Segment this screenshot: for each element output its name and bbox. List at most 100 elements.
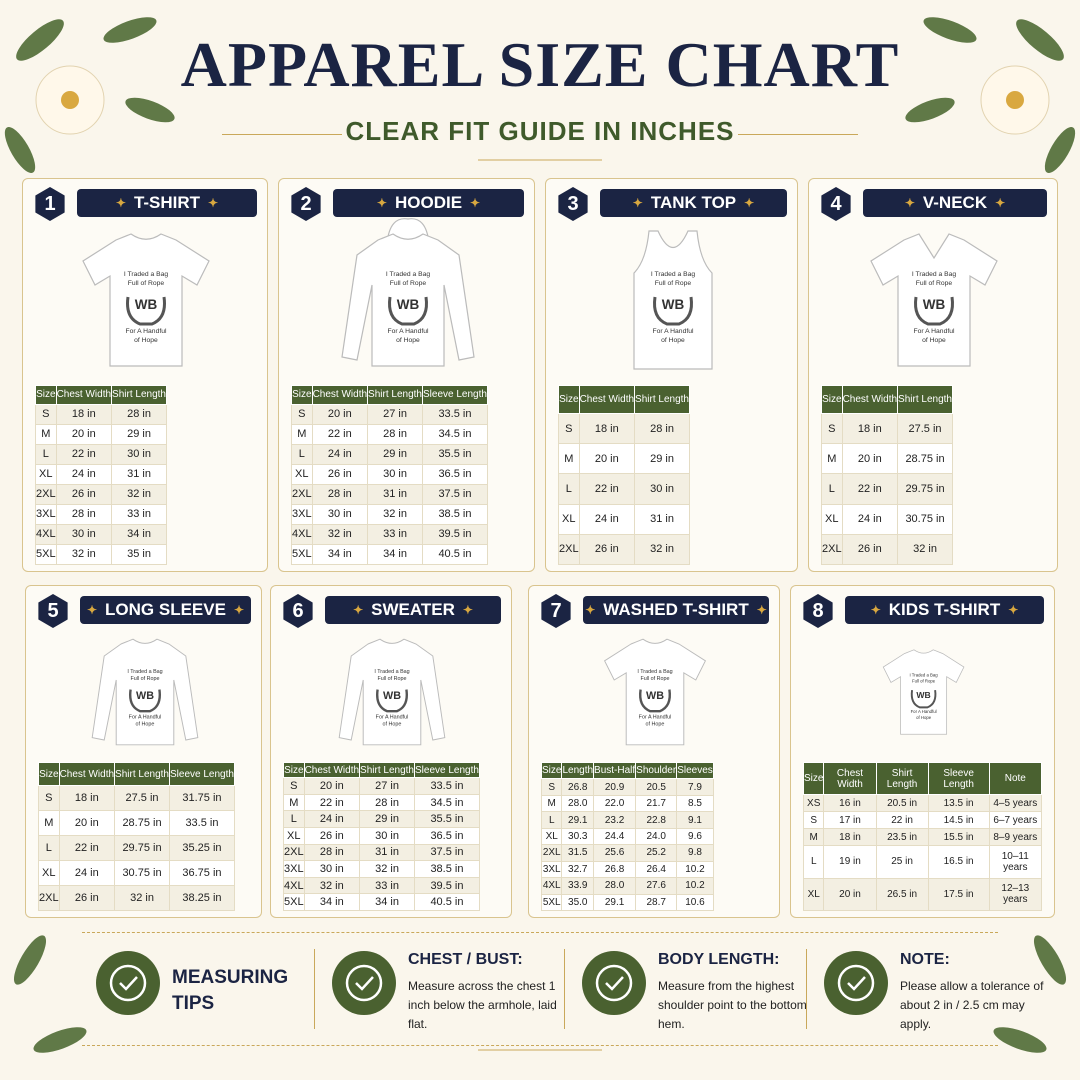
print-hands — [126, 296, 166, 326]
table-cell: 32 in — [367, 503, 423, 525]
table-cell: 27 in — [359, 777, 415, 795]
card-number: 8 — [803, 594, 833, 628]
print-hands — [652, 296, 693, 326]
table-cell: 33 in — [359, 876, 415, 895]
table-row: L 22 in 30 in — [558, 473, 690, 505]
table-cell: M — [802, 828, 825, 847]
table-row: 4XL 33.9 28.0 27.6 10.2 — [540, 877, 714, 895]
table-row: 2XL 28 in 31 in 37.5 in — [283, 843, 480, 862]
table-cell: 20 in — [578, 443, 636, 475]
table-cell: 25 in — [875, 845, 929, 879]
table-cell: 20 in — [841, 443, 899, 475]
table-cell: L — [540, 811, 563, 829]
column-header: Sleeve Length — [413, 761, 480, 779]
table-cell: 4XL — [291, 523, 313, 545]
print-text: Full of Rope — [654, 280, 691, 287]
table-cell: 39.5 in — [413, 876, 480, 895]
table-cell: 19 in — [823, 845, 877, 879]
card-number: 5 — [38, 594, 68, 628]
table-cell: 29.1 — [593, 893, 637, 911]
size-table: Size Chest Width Shirt Length S 18 in 28 in M 2… — [35, 385, 167, 566]
table-cell: 28 in — [111, 403, 167, 425]
table-cell: 29.75 in — [114, 835, 170, 862]
print-text: I Traded a Bag — [912, 271, 957, 278]
table-row: M 20 in 29 in — [35, 423, 167, 445]
table-cell: M — [35, 423, 57, 445]
garment — [340, 233, 475, 367]
table-cell: 5XL — [291, 543, 313, 566]
table-cell: 27 in — [367, 403, 423, 425]
tip-title: NOTE: — [900, 951, 950, 968]
table-cell: 21.7 — [635, 794, 678, 813]
garment — [91, 638, 198, 746]
column-header: Shirt Length — [634, 385, 690, 414]
size-card: 4 V-NECK I Traded a Bag Full of Rope WB For A… — [808, 178, 1058, 572]
table-cell: 4XL — [283, 876, 305, 895]
table-cell: S — [283, 777, 305, 795]
table-cell: XS — [802, 794, 825, 813]
tip-title: BODY LENGTH: — [658, 951, 780, 968]
print-text: Full of Rope — [640, 676, 669, 682]
icon — [345, 964, 383, 1002]
size-table: Size Chest Width Shirt Length S 18 in 28 in M 2… — [558, 385, 690, 566]
size-card: 1 T-SHIRT I Traded a Bag Full of Rope WB For … — [22, 178, 268, 572]
size-table: Size Chest Width Shirt Length Sleeve Length… — [283, 761, 480, 911]
print-text: I Traded a Bag — [127, 669, 162, 675]
table-cell: 28 in — [303, 843, 361, 862]
table-cell: 4XL — [540, 877, 563, 895]
table-cell: 32 in — [359, 860, 415, 878]
tip-icon — [824, 951, 888, 1015]
table-cell: XL — [38, 860, 60, 886]
table-cell: 35.0 — [561, 893, 595, 911]
table-cell: 3XL — [283, 860, 305, 878]
tip-text: Measure across the chest 1 inch below th… — [408, 979, 557, 1031]
table-cell: 32 in — [55, 543, 113, 566]
card-title: TANK TOP — [600, 189, 787, 217]
table-cell: 18 in — [841, 412, 899, 445]
table-cell: 18 in — [578, 412, 636, 445]
table-cell: L — [821, 473, 843, 505]
column-header: Size — [821, 385, 843, 414]
table-row: S 18 in 27.5 in — [821, 412, 953, 445]
table-row: 2XL 26 in 32 in — [35, 483, 167, 505]
table-cell: 26.4 — [635, 860, 678, 879]
table-row: 3XL 30 in 32 in 38.5 in — [291, 503, 488, 525]
table-cell: 24 in — [303, 810, 361, 829]
table-cell: 35.5 in — [413, 810, 480, 829]
column-header: Chest Width — [823, 761, 877, 796]
table-cell: 2XL — [38, 885, 60, 911]
table-row: L 22 in 29.75 in — [821, 473, 953, 505]
table-header-row: Size Length Bust-Half Shoulder Sleeves — [540, 761, 714, 780]
table-cell: 9.8 — [676, 844, 714, 862]
table-cell: 20.9 — [593, 778, 637, 796]
table-cell: 33.5 in — [168, 810, 235, 837]
garment — [632, 230, 713, 370]
table-cell: 25.6 — [593, 844, 637, 862]
table-cell: 12–13 years — [988, 877, 1043, 912]
table-cell: M — [291, 423, 313, 445]
table-cell: 30 in — [303, 860, 361, 878]
divider — [738, 134, 858, 135]
table-header-row: Size Chest Width Shirt Length — [821, 385, 953, 414]
table-cell: 24 in — [578, 503, 636, 535]
table-cell: 40.5 in — [421, 543, 488, 566]
table-cell: 30.75 in — [897, 503, 953, 535]
table-cell: 29 in — [634, 443, 690, 475]
table-row: S 26.8 20.9 20.5 7.9 — [540, 778, 714, 796]
table-cell: 32 in — [114, 885, 170, 911]
table-cell: 31 in — [367, 483, 423, 505]
table-header-row: Size Chest Width Shirt Length Sleeve Length — [283, 761, 480, 779]
card-title: HOODIE — [333, 189, 524, 217]
divider — [222, 134, 342, 135]
table-cell: XL — [35, 463, 57, 485]
table-cell: 34 in — [311, 543, 369, 566]
separator — [564, 949, 565, 1029]
column-header: Chest Width — [58, 761, 116, 787]
table-cell: 28 in — [55, 503, 113, 525]
table-cell: 25.2 — [635, 844, 678, 862]
print-text: Full of Rope — [128, 280, 165, 287]
